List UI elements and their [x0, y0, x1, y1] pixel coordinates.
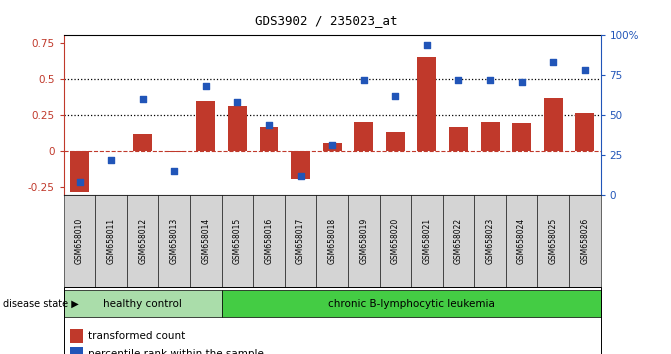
- Text: percentile rank within the sample: percentile rank within the sample: [88, 349, 264, 354]
- Text: GSM658012: GSM658012: [138, 218, 147, 264]
- Bar: [70, 151, 89, 192]
- Point: [106, 157, 117, 162]
- Bar: [575, 113, 595, 151]
- Bar: [323, 143, 342, 151]
- Point: [358, 77, 369, 83]
- Text: GSM658020: GSM658020: [391, 218, 400, 264]
- Text: GSM658016: GSM658016: [264, 218, 274, 264]
- Bar: [197, 101, 215, 151]
- Text: GSM658011: GSM658011: [107, 218, 115, 264]
- Point: [548, 59, 558, 65]
- Bar: [228, 106, 247, 151]
- Text: disease state ▶: disease state ▶: [3, 298, 79, 309]
- Point: [264, 122, 274, 127]
- Point: [579, 68, 590, 73]
- Text: GSM658013: GSM658013: [170, 218, 178, 264]
- Text: GSM658023: GSM658023: [486, 218, 495, 264]
- Point: [516, 79, 527, 84]
- Text: GSM658015: GSM658015: [233, 218, 242, 264]
- Bar: [480, 122, 499, 151]
- Point: [327, 142, 338, 148]
- Point: [421, 42, 432, 48]
- Bar: [512, 123, 531, 151]
- Text: GDS3902 / 235023_at: GDS3902 / 235023_at: [255, 14, 397, 27]
- Point: [453, 77, 464, 83]
- Text: chronic B-lymphocytic leukemia: chronic B-lymphocytic leukemia: [327, 298, 495, 309]
- Text: GSM658025: GSM658025: [549, 218, 558, 264]
- Text: GSM658018: GSM658018: [327, 218, 337, 264]
- Bar: [134, 134, 152, 151]
- Text: GSM658021: GSM658021: [422, 218, 431, 264]
- Text: GSM658019: GSM658019: [359, 218, 368, 264]
- Point: [201, 84, 211, 89]
- Bar: [165, 151, 184, 152]
- Bar: [449, 127, 468, 151]
- Bar: [417, 57, 436, 151]
- Point: [232, 99, 243, 105]
- Point: [295, 173, 306, 178]
- Point: [169, 168, 180, 173]
- Text: GSM658022: GSM658022: [454, 218, 463, 264]
- Text: GSM658014: GSM658014: [201, 218, 210, 264]
- Text: healthy control: healthy control: [103, 298, 182, 309]
- Bar: [354, 122, 373, 151]
- Point: [138, 96, 148, 102]
- Text: GSM658010: GSM658010: [75, 218, 84, 264]
- Bar: [260, 127, 278, 151]
- Point: [390, 93, 401, 99]
- Text: transformed count: transformed count: [88, 331, 185, 341]
- Point: [74, 179, 85, 185]
- Text: GSM658017: GSM658017: [296, 218, 305, 264]
- Bar: [386, 132, 405, 151]
- Point: [484, 77, 495, 83]
- Text: GSM658024: GSM658024: [517, 218, 526, 264]
- Bar: [544, 98, 563, 151]
- Text: GSM658026: GSM658026: [580, 218, 589, 264]
- Bar: [291, 151, 310, 179]
